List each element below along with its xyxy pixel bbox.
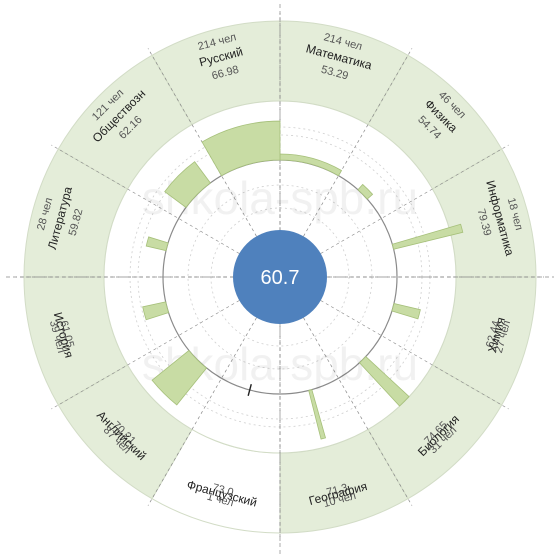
bar-7	[247, 384, 252, 396]
spoke-11	[51, 144, 240, 254]
spoke-9	[51, 300, 240, 410]
spoke-5	[320, 300, 509, 410]
bar-6	[308, 389, 327, 440]
axes	[6, 4, 554, 554]
spoke-3	[320, 144, 509, 254]
center: 60.7	[233, 230, 327, 324]
spoke-6	[303, 317, 413, 506]
bar-11	[164, 161, 211, 208]
bar-12	[201, 120, 281, 177]
bar-9	[142, 301, 170, 321]
bar-10	[145, 236, 169, 252]
bar-4	[391, 303, 421, 320]
spoke-8	[147, 317, 257, 506]
bar-8	[151, 349, 208, 406]
center-circle	[233, 230, 327, 324]
bar-3	[391, 223, 464, 250]
center-value: 60.7	[261, 267, 300, 289]
spoke-2	[303, 48, 413, 237]
bar-2	[357, 183, 374, 200]
ring-score-7: 73.0	[211, 482, 235, 499]
bar-1	[279, 153, 343, 177]
bar-5	[358, 355, 410, 407]
ring-score-6: 71.3	[325, 482, 349, 499]
bars	[142, 120, 464, 440]
outer-ring	[23, 20, 537, 534]
